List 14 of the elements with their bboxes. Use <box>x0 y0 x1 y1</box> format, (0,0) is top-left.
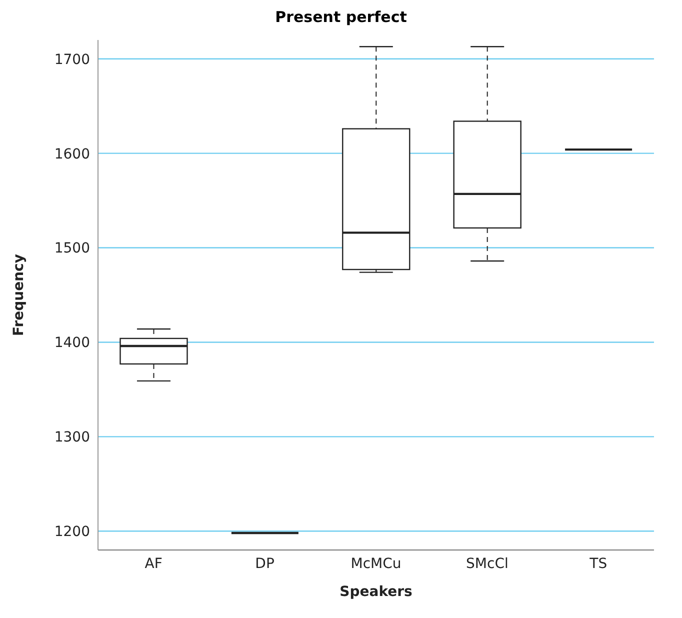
y-tick-label: 1300 <box>54 430 90 446</box>
x-tick-label: McMCu <box>350 556 402 572</box>
x-tick-label: SMcCl <box>466 556 508 572</box>
x-tick-label: AF <box>144 556 162 572</box>
x-tick-label: DP <box>255 556 274 572</box>
x-tick-label: TS <box>588 556 608 572</box>
x-axis-title: Speakers <box>340 584 412 600</box>
y-tick-label: 1400 <box>54 335 90 352</box>
y-tick-label: 1500 <box>54 240 90 257</box>
chart-title: Present perfect <box>274 8 408 28</box>
y-axis-title: Frequency <box>10 254 27 336</box>
y-tick-label: 1200 <box>54 524 90 540</box>
y-tick-label: 1600 <box>54 146 90 162</box>
y-tick-label: 1700 <box>54 52 90 68</box>
